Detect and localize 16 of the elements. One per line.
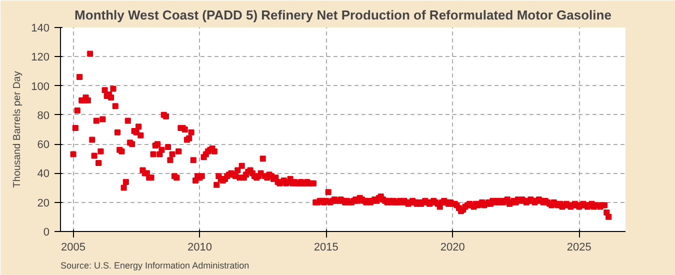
x-tick-label: 2020 — [440, 242, 465, 254]
x-tick-label: 2015 — [314, 242, 338, 254]
y-tick-label: 120 — [31, 52, 50, 64]
y-axis-title: Thousand Barrels per Day — [12, 71, 24, 188]
y-tick-label: 100 — [31, 80, 50, 93]
source-note: Source: U.S. Energy Information Administration — [60, 260, 250, 270]
chart-title: Monthly West Coast (PADD 5) Refinery Net Production of Reformulated Motor Gasoline — [74, 8, 612, 22]
x-tick-label: 2025 — [566, 242, 592, 254]
y-tick-label: 0 — [43, 226, 50, 238]
y-tick-label: 140 — [31, 22, 50, 34]
y-tick-label: 80 — [37, 110, 50, 122]
x-tick-label: 2010 — [187, 242, 212, 254]
y-tick-label: 20 — [37, 197, 50, 210]
y-tick-label: 40 — [37, 168, 50, 180]
x-tick-label: 2005 — [61, 242, 86, 254]
y-tick-label: 60 — [37, 139, 50, 152]
